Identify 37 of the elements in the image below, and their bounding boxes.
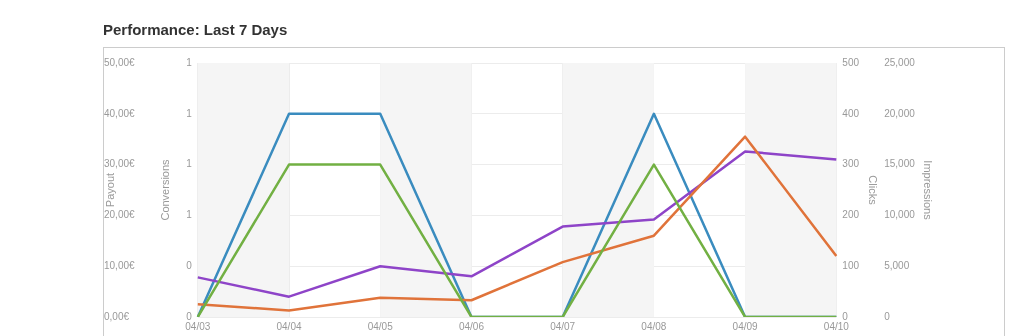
x-tick-label: 04/08 (641, 320, 667, 332)
y2-tick-label: 0 (842, 310, 849, 322)
chart-title: Performance: Last 7 Days (103, 21, 288, 38)
y2-tick-label: 200 (842, 209, 860, 221)
y2-tick-label: 100 (842, 259, 860, 271)
y3-tick-label: 25,000 (884, 56, 916, 68)
y-tick-label: 30,00€ (104, 158, 136, 170)
y-tick-label: 0 (186, 310, 193, 322)
y3-tick-label: 5,000 (884, 259, 910, 271)
y-tick-label: 40,00€ (104, 107, 136, 119)
x-tick-label: 04/07 (550, 320, 576, 332)
x-tick-label: 04/03 (185, 320, 211, 332)
y3-tick-label: 15,000 (884, 158, 916, 170)
y-tick-label: 0 (186, 259, 193, 271)
y-tick-label: 10,00€ (104, 259, 136, 271)
y2-tick-label: 300 (842, 158, 860, 170)
y3-tick-label: 10,000 (884, 209, 916, 221)
y-tick-label: 1 (186, 107, 193, 119)
y-axis-title: Payout (103, 172, 116, 208)
y2-tick-label: 500 (842, 56, 860, 68)
x-tick-label: 04/05 (367, 320, 394, 332)
y-tick-label: 20,00€ (104, 209, 136, 221)
y3-tick-label: 0 (884, 310, 891, 322)
y-tick-label: 1 (186, 158, 193, 170)
y-tick-label: 1 (186, 56, 193, 68)
y2-axis-title: Clicks (866, 175, 879, 206)
y3-axis-title: Impressions (922, 160, 935, 221)
x-tick-label: 04/06 (458, 320, 485, 332)
y-tick-label: 1 (186, 209, 193, 221)
y-axis-title: Conversions (159, 158, 172, 221)
x-tick-label: 04/10 (823, 320, 850, 332)
y2-tick-label: 400 (842, 107, 860, 119)
x-tick-label: 04/09 (732, 320, 759, 332)
y-tick-label: 50,00€ (104, 56, 136, 68)
x-tick-label: 04/04 (276, 320, 302, 332)
y-tick-label: 0,00€ (104, 310, 130, 322)
y3-tick-label: 20,000 (884, 107, 916, 119)
